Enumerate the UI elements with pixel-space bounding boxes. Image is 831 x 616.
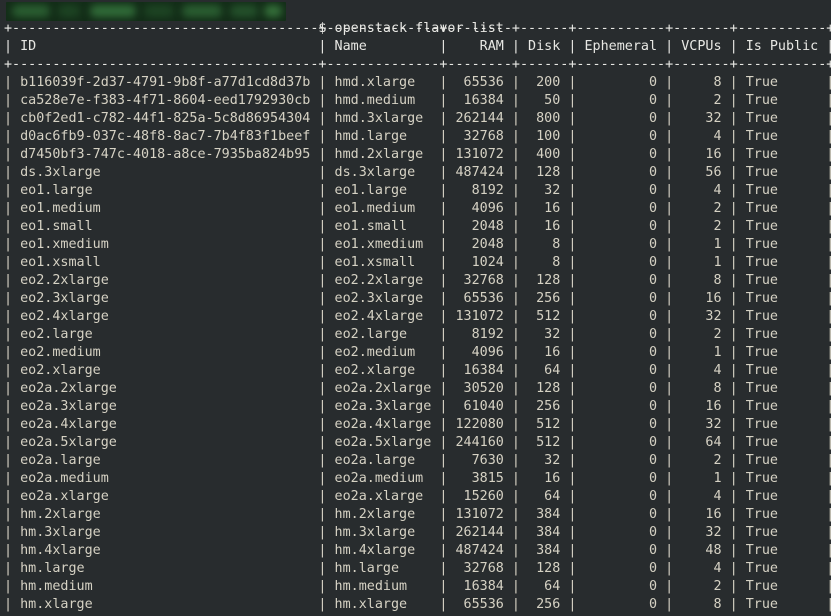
table-border-header: +--------------------------------------+… [4, 57, 831, 72]
redaction-blob [264, 5, 282, 17]
table-row: | ds.3xlarge | ds.3xlarge | 487424 | 128… [4, 165, 831, 180]
table-row: | eo2.large | eo2.large | 8192 | 32 | 0 … [4, 327, 831, 342]
table-row: | eo2a.5xlarge | eo2a.5xlarge | 244160 |… [4, 435, 831, 450]
table-row: | eo2a.4xlarge | eo2a.4xlarge | 122080 |… [4, 417, 831, 432]
table-row: | eo2.4xlarge | eo2.4xlarge | 131072 | 5… [4, 309, 831, 324]
table-row: | hm.large | hm.large | 32768 | 128 | 0 … [4, 561, 831, 576]
redacted-prompt [6, 2, 286, 21]
flavor-table: +--------------------------------------+… [4, 20, 831, 614]
table-row: | eo2a.3xlarge | eo2a.3xlarge | 61040 | … [4, 399, 831, 414]
command-separator [326, 21, 334, 36]
table-row: | b116039f-2d37-4791-9b8f-a77d1cd8d37b |… [4, 75, 831, 90]
redaction-blob [144, 5, 174, 17]
table-row: | eo2a.2xlarge | eo2a.2xlarge | 30520 | … [4, 381, 831, 396]
table-row: | hm.4xlarge | hm.4xlarge | 487424 | 384… [4, 543, 831, 558]
table-row: | eo2a.large | eo2a.large | 7630 | 32 | … [4, 453, 831, 468]
table-header-row: | ID | Name | RAM | Disk | Ephemeral | V… [4, 39, 831, 54]
redaction-blob [182, 5, 222, 17]
redaction-blob [58, 5, 80, 17]
prompt-indent [36, 21, 318, 36]
table-row: | eo2.3xlarge | eo2.3xlarge | 65536 | 25… [4, 291, 831, 306]
table-border-top: +--------------------------------------+… [4, 21, 831, 36]
table-row: | eo1.medium | eo1.medium | 4096 | 16 | … [4, 201, 831, 216]
table-row: | eo2.2xlarge | eo2.2xlarge | 32768 | 12… [4, 273, 831, 288]
table-row: | ca528e7e-f383-4f71-8604-eed1792930cb |… [4, 93, 831, 108]
table-row: | hm.3xlarge | hm.3xlarge | 262144 | 384… [4, 525, 831, 540]
table-row: | eo1.large | eo1.large | 8192 | 32 | 0 … [4, 183, 831, 198]
prompt-symbol: $ [318, 21, 327, 36]
table-row: | d7450bf3-747c-4018-a8ce-7935ba824b95 |… [4, 147, 831, 162]
table-row: | eo1.xmedium | eo1.xmedium | 2048 | 8 |… [4, 237, 831, 252]
table-row: | hm.2xlarge | hm.2xlarge | 131072 | 384… [4, 507, 831, 522]
table-row: | d0ac6fb9-037c-48f8-8ac7-7b4f83f1beef |… [4, 129, 831, 144]
redaction-blob [12, 5, 50, 17]
table-row: | hm.xlarge | hm.xlarge | 65536 | 256 | … [4, 597, 831, 612]
table-row: | eo1.xsmall | eo1.xsmall | 1024 | 8 | 0… [4, 255, 831, 270]
table-row: | eo1.small | eo1.small | 2048 | 16 | 0 … [4, 219, 831, 234]
table-row: | cb0f2ed1-c782-44f1-825a-5c8d86954304 |… [4, 111, 831, 126]
table-row: | eo2a.medium | eo2a.medium | 3815 | 16 … [4, 471, 831, 486]
table-row: | eo2.xlarge | eo2.xlarge | 16384 | 64 |… [4, 363, 831, 378]
redaction-blob [90, 5, 136, 17]
table-row: | hm.medium | hm.medium | 16384 | 64 | 0… [4, 579, 831, 594]
redaction-blob [230, 5, 258, 17]
table-row: | eo2.medium | eo2.medium | 4096 | 16 | … [4, 345, 831, 360]
table-row: | eo2a.xlarge | eo2a.xlarge | 15260 | 64… [4, 489, 831, 504]
command-line: $ openstack flavor list [4, 2, 831, 36]
command-text: openstack flavor list [334, 21, 504, 36]
